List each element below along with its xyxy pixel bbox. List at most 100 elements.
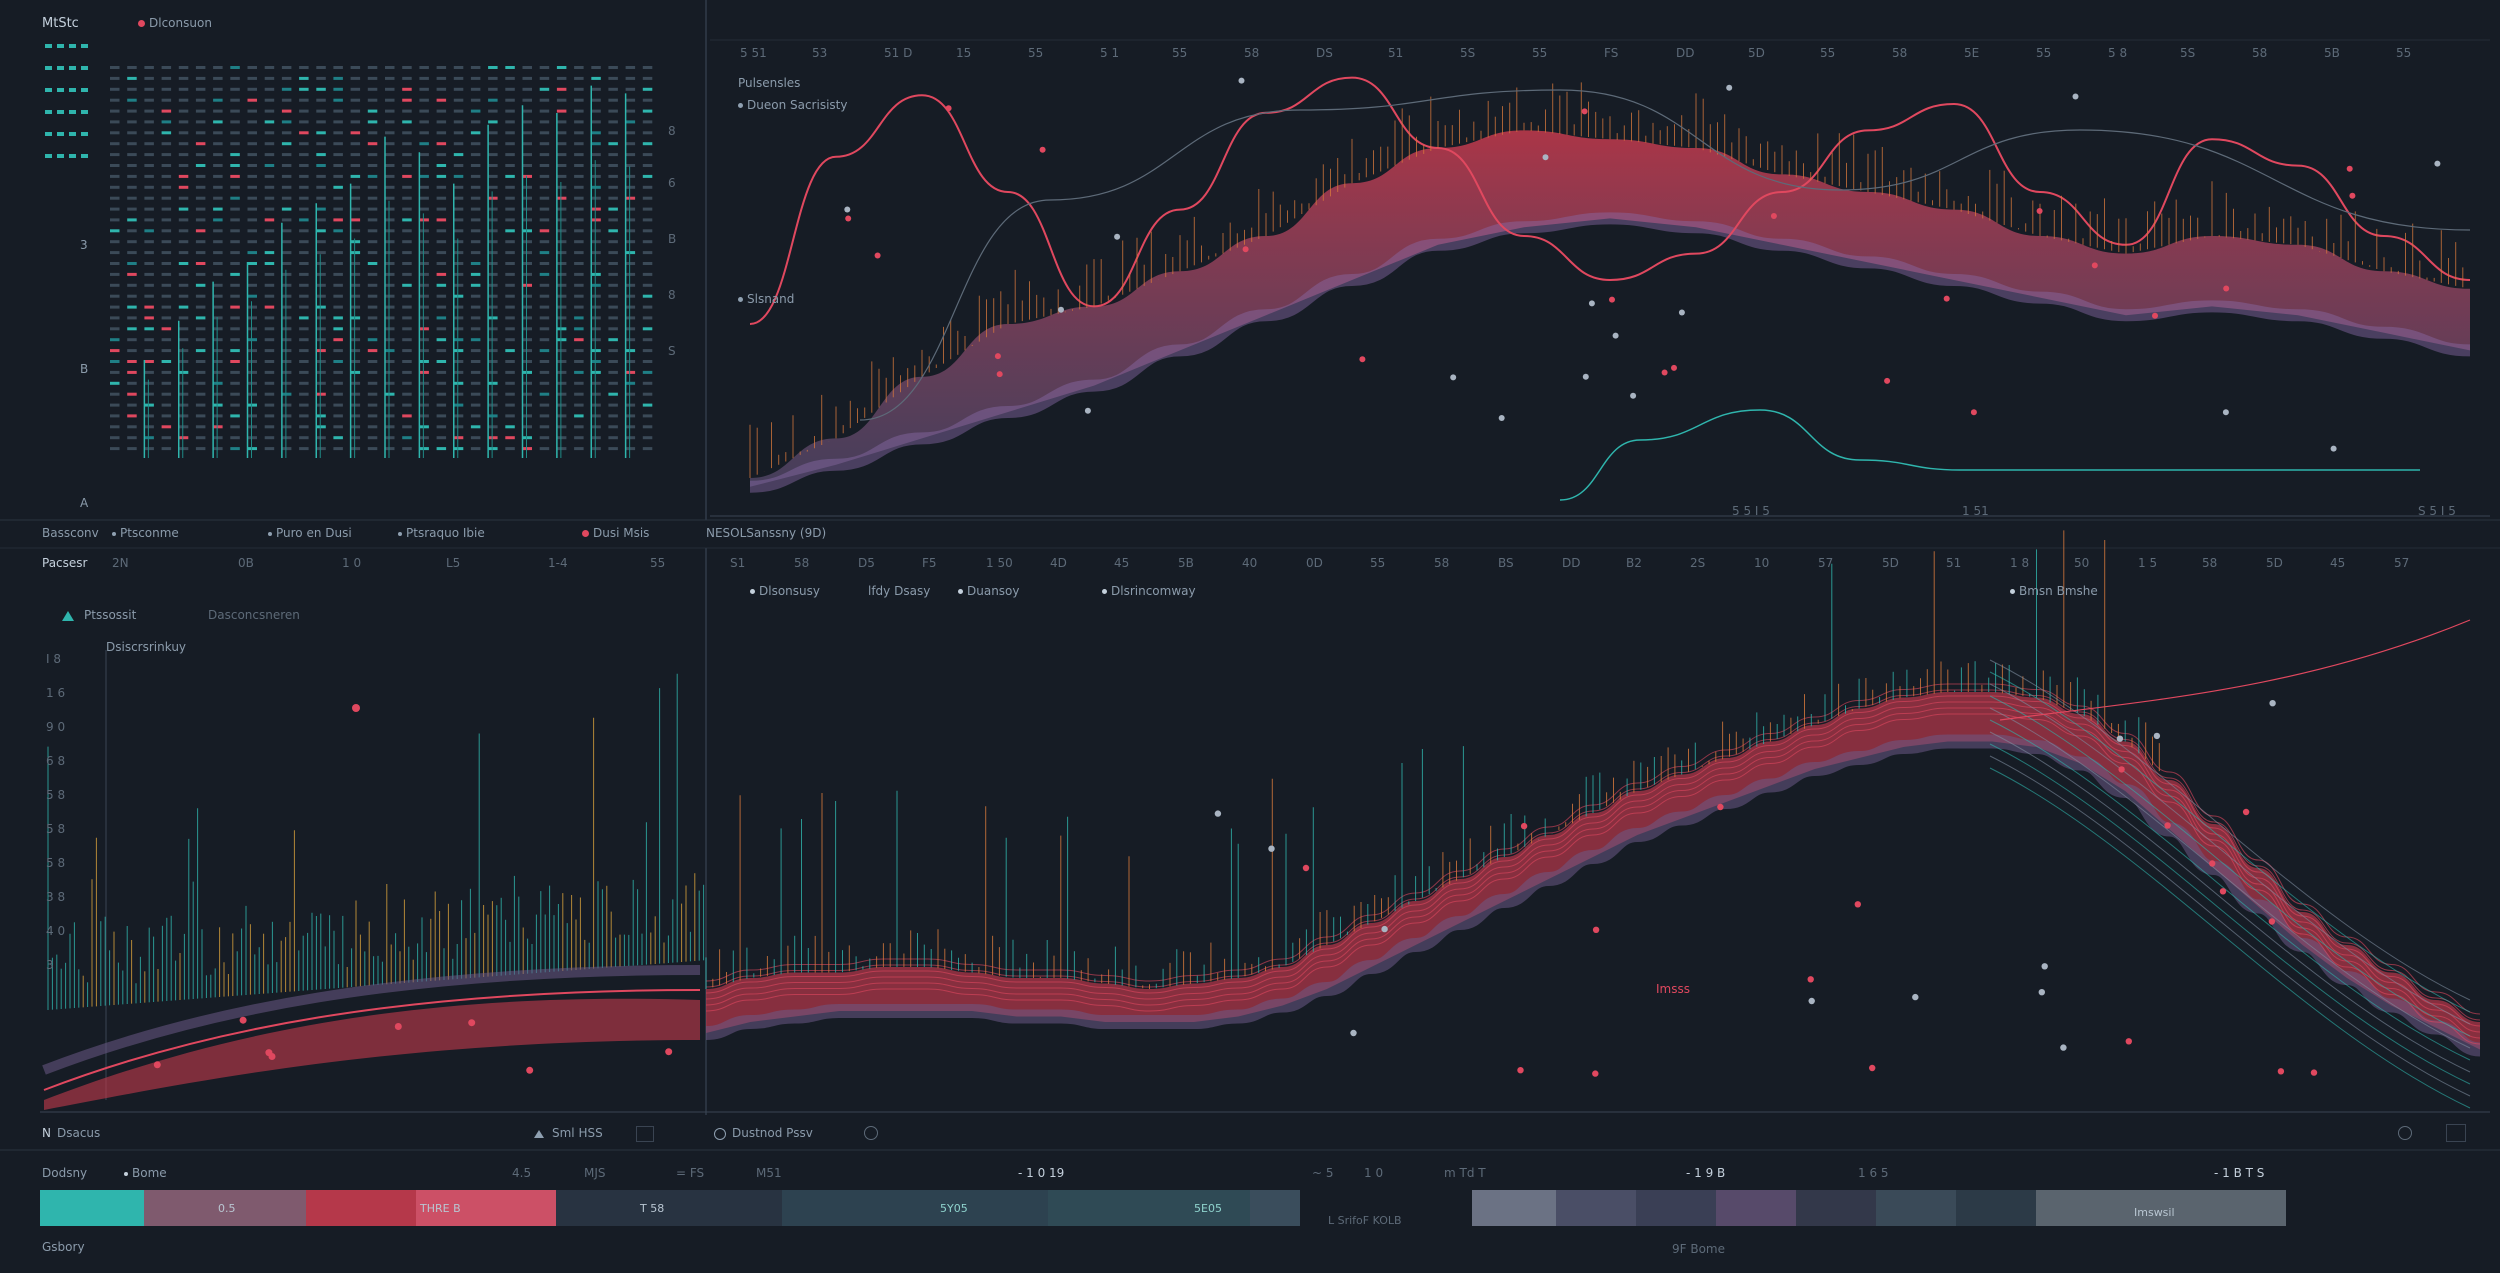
heatmap-cell: [505, 447, 515, 451]
segment-bar[interactable]: [556, 1190, 782, 1226]
segment-bar[interactable]: [1250, 1190, 1300, 1226]
heatmap-cell: [436, 164, 447, 167]
heatmap-cell: [470, 370, 481, 374]
heatmap-cell: [625, 109, 636, 113]
br-point: [1717, 803, 1724, 811]
br-footer[interactable]: Dustnod Pssv: [714, 1126, 813, 1140]
segment-bar[interactable]: [306, 1190, 416, 1226]
heatmap-cell: [539, 425, 550, 429]
heatmap-cell: [195, 218, 206, 222]
br-fan-line: [1989, 707, 2471, 1049]
heatmap-cell: [591, 207, 601, 211]
heatmap-cell: [505, 251, 515, 255]
top-area-legend-3: Slsnand: [738, 292, 794, 306]
segment-bar[interactable]: [416, 1190, 556, 1226]
heatmap-cell: [574, 294, 584, 298]
heatmap-cell: [453, 294, 464, 298]
br-top-tick: 45: [2330, 556, 2346, 570]
bl-band: [44, 998, 700, 1110]
heatmap-cell: [247, 142, 257, 146]
heatmap-cell: [470, 425, 481, 429]
heatmap-cell: [436, 338, 447, 342]
heatmap-cell: [350, 185, 361, 189]
heatmap-cell: [539, 338, 550, 342]
segment-bar[interactable]: [782, 1190, 1048, 1226]
heatmap-cell: [127, 142, 137, 146]
heatmap-right-tick: 6: [668, 176, 676, 190]
heatmap-cell: [350, 349, 361, 353]
heatmap-cell: [608, 272, 618, 276]
heatmap-cell: [230, 447, 240, 451]
box-icon[interactable]: [636, 1126, 654, 1142]
bl-footer-right[interactable]: Sml HSS: [534, 1126, 603, 1140]
segment-bar[interactable]: [1956, 1190, 2036, 1226]
heatmap-cell: [453, 87, 464, 91]
bottom-bar-tick: M51: [756, 1166, 782, 1180]
heatmap-cell: [385, 76, 395, 80]
heatmap-cell: [316, 403, 326, 407]
heatmap-cell: [402, 218, 412, 222]
top-area-point: [994, 353, 1001, 360]
segment-bar[interactable]: [144, 1190, 306, 1226]
heatmap-cell: [264, 229, 275, 233]
segment-bar[interactable]: [40, 1190, 144, 1226]
segment-bar[interactable]: [1048, 1190, 1250, 1226]
segment-bar[interactable]: [1556, 1190, 1636, 1226]
segment-bar[interactable]: [1876, 1190, 1956, 1226]
segment-label: Imswsil: [2134, 1206, 2175, 1219]
heatmap-cell: [522, 327, 532, 331]
heatmap-cell: [625, 392, 636, 396]
top-area-point: [1242, 246, 1249, 253]
heatmap-cell: [350, 283, 361, 287]
heatmap-cell: [591, 381, 601, 385]
top-area-point: [1039, 146, 1046, 153]
heatmap-cell: [385, 87, 395, 91]
bottom-bar-tick: - 1 0 19: [1018, 1166, 1065, 1180]
segment-bar[interactable]: [1472, 1190, 1556, 1226]
heatmap-cell: [522, 272, 532, 276]
heatmap-cell: [436, 447, 447, 451]
heatmap-cell: [488, 87, 498, 91]
heatmap-cell: [230, 381, 240, 385]
bl-top-tick: 0B: [238, 556, 254, 570]
br-top-tick: 57: [2394, 556, 2410, 570]
circle-icon[interactable]: [2398, 1126, 2412, 1140]
segment-bar[interactable]: [1796, 1190, 1876, 1226]
bl-top-tick: 2N: [112, 556, 129, 570]
segment-bar[interactable]: [2036, 1190, 2286, 1226]
segment-bar[interactable]: [1716, 1190, 1796, 1226]
heatmap-cell: [470, 283, 481, 287]
heatmap-cell: [522, 294, 532, 298]
top-area-top-tick: 5S: [2180, 46, 2196, 60]
heatmap-cell: [213, 153, 223, 157]
heatmap-cell: [419, 66, 429, 69]
heatmap-cell: [556, 403, 567, 407]
heatmap-cell: [436, 262, 447, 265]
heatmap-cell: [230, 338, 240, 342]
top-area-top-tick: 5B: [2324, 46, 2340, 60]
heatmap-cell: [316, 392, 326, 396]
heatmap-cell: [436, 370, 447, 374]
legend-label: Slsnand: [747, 292, 795, 306]
heatmap-cell: [264, 120, 275, 124]
heatmap-cell: [195, 229, 206, 233]
heatmap-cell: [127, 381, 137, 385]
heatmap-cell: [625, 240, 636, 244]
heatmap-cell: [608, 414, 618, 418]
heatmap-legend-cell: [45, 154, 52, 158]
heatmap-cell: [230, 218, 240, 222]
circle-icon[interactable]: [864, 1126, 878, 1140]
heatmap-cell: [350, 153, 361, 157]
heatmap-cell: [230, 283, 240, 287]
heatmap-cell: [299, 87, 309, 91]
bottom-bar-footer-mid: L SrifoF KOLB: [1328, 1214, 1402, 1227]
segment-bar[interactable]: [1636, 1190, 1716, 1226]
heatmap-cell: [299, 109, 309, 113]
heatmap-cell: [195, 403, 206, 407]
heatmap-cell: [453, 272, 464, 276]
heatmap-cell: [642, 185, 653, 189]
box-icon[interactable]: [2446, 1124, 2466, 1142]
heatmap-cell: [178, 436, 189, 440]
heatmap-cell: [195, 66, 206, 69]
heatmap-cell: [556, 240, 567, 244]
